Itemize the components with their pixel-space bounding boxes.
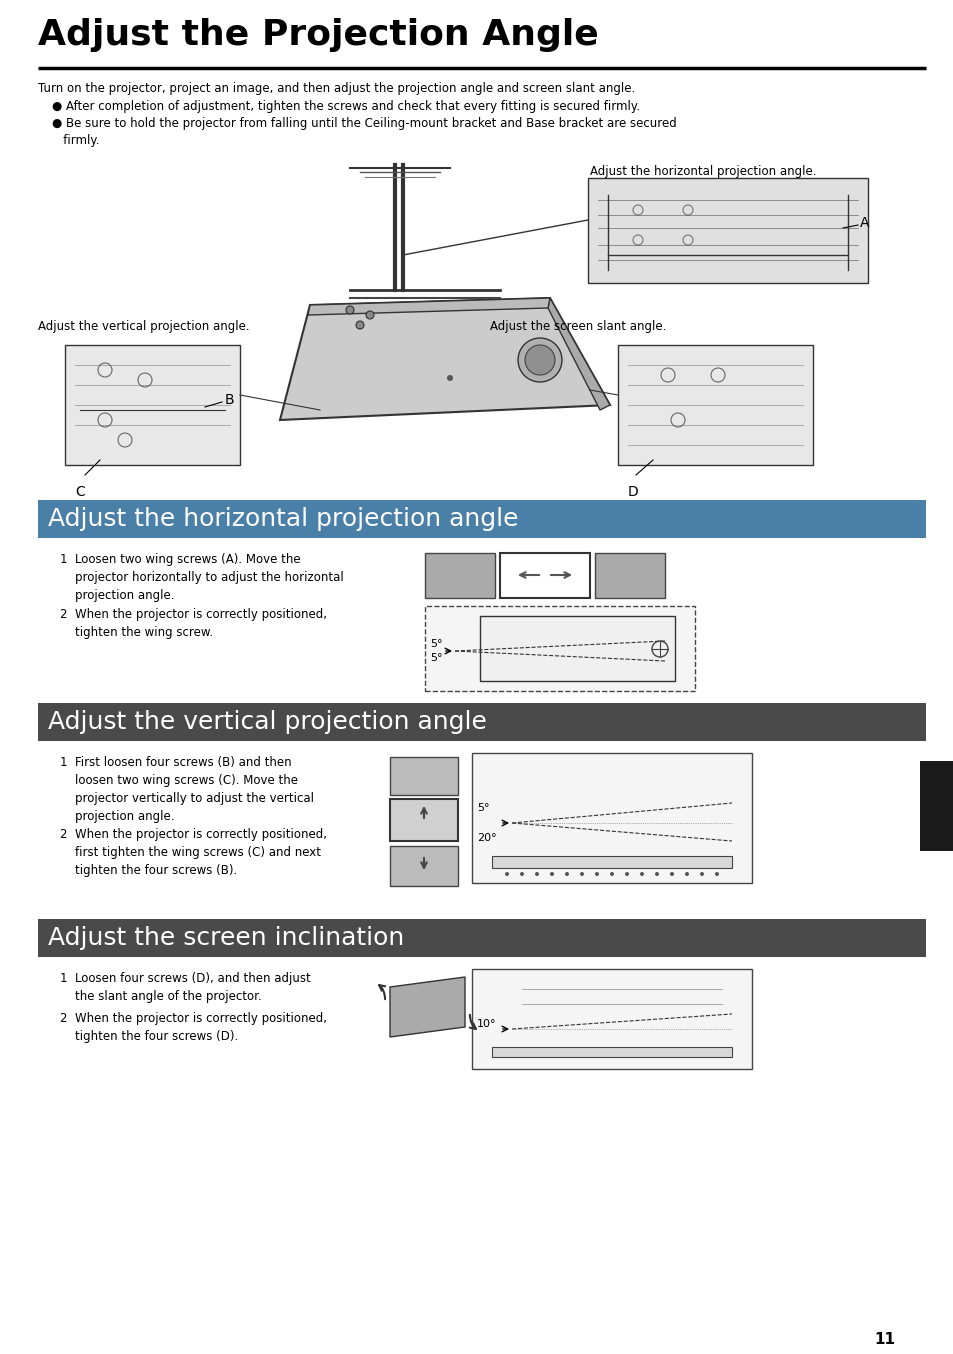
Text: 2  When the projector is correctly positioned,
    tighten the wing screw.: 2 When the projector is correctly positi…: [60, 608, 327, 639]
Text: Adjust the screen slant angle.: Adjust the screen slant angle.: [490, 320, 666, 333]
Bar: [38, 919, 925, 957]
Text: 2  When the projector is correctly positioned,
    first tighten the wing screws: 2 When the projector is correctly positi…: [60, 829, 327, 877]
Text: 11: 11: [873, 1332, 894, 1347]
Circle shape: [447, 375, 453, 380]
Bar: [424, 552, 495, 598]
Polygon shape: [390, 978, 464, 1037]
Bar: [919, 761, 953, 852]
Text: Adjust the horizontal projection angle: Adjust the horizontal projection angle: [48, 506, 518, 531]
Text: B: B: [225, 393, 234, 408]
Text: 5°: 5°: [430, 639, 442, 649]
Bar: [38, 703, 925, 741]
Bar: [479, 616, 675, 681]
Circle shape: [700, 872, 703, 876]
Bar: [499, 552, 589, 598]
Text: Adjust the Projection Angle: Adjust the Projection Angle: [38, 18, 598, 51]
Circle shape: [550, 872, 554, 876]
Text: Adjust the screen inclination: Adjust the screen inclination: [48, 926, 404, 951]
Polygon shape: [547, 298, 609, 410]
Bar: [472, 969, 751, 1070]
Text: ● Be sure to hold the projector from falling until the Ceiling-mount bracket and: ● Be sure to hold the projector from fal…: [52, 116, 676, 148]
Text: 2  When the projector is correctly positioned,
    tighten the four screws (D).: 2 When the projector is correctly positi…: [60, 1011, 327, 1043]
Circle shape: [517, 338, 561, 382]
Bar: [587, 177, 867, 283]
Circle shape: [355, 321, 364, 329]
Circle shape: [564, 872, 568, 876]
Bar: [390, 846, 457, 886]
Polygon shape: [280, 298, 609, 420]
Circle shape: [669, 872, 673, 876]
Polygon shape: [308, 298, 550, 315]
Circle shape: [346, 306, 354, 314]
Text: Turn on the projector, project an image, and then adjust the projection angle an: Turn on the projector, project an image,…: [38, 83, 635, 95]
Bar: [472, 753, 751, 883]
Bar: [492, 856, 731, 868]
Text: 1  Loosen two wing screws (A). Move the
    projector horizontally to adjust the: 1 Loosen two wing screws (A). Move the p…: [60, 552, 343, 603]
Text: C: C: [75, 485, 85, 500]
Text: Adjust the vertical projection angle.: Adjust the vertical projection angle.: [38, 320, 250, 333]
Bar: [595, 552, 664, 598]
Text: 20°: 20°: [476, 833, 497, 844]
Bar: [618, 345, 812, 464]
Circle shape: [624, 872, 628, 876]
Bar: [424, 607, 695, 691]
Circle shape: [524, 345, 555, 375]
Text: A: A: [859, 217, 868, 230]
Text: Adjust the vertical projection angle: Adjust the vertical projection angle: [48, 709, 486, 734]
Circle shape: [504, 872, 509, 876]
Circle shape: [579, 872, 583, 876]
Bar: [38, 500, 925, 538]
Bar: [492, 1047, 731, 1057]
Text: Adjust the horizontal projection angle.: Adjust the horizontal projection angle.: [589, 165, 816, 177]
Bar: [65, 345, 240, 464]
Text: ● After completion of adjustment, tighten the screws and check that every fittin: ● After completion of adjustment, tighte…: [52, 100, 639, 112]
Circle shape: [609, 872, 614, 876]
Circle shape: [684, 872, 688, 876]
Circle shape: [655, 872, 659, 876]
Text: 5°: 5°: [476, 803, 489, 812]
Text: 1  Loosen four screws (D), and then adjust
    the slant angle of the projector.: 1 Loosen four screws (D), and then adjus…: [60, 972, 311, 1003]
Circle shape: [639, 872, 643, 876]
Circle shape: [595, 872, 598, 876]
Circle shape: [519, 872, 523, 876]
Text: 5°: 5°: [430, 653, 442, 663]
Text: D: D: [627, 485, 639, 500]
Bar: [390, 757, 457, 795]
Circle shape: [535, 872, 538, 876]
Bar: [390, 799, 457, 841]
Circle shape: [366, 311, 374, 320]
Circle shape: [714, 872, 719, 876]
Text: 1  First loosen four screws (B) and then
    loosen two wing screws (C). Move th: 1 First loosen four screws (B) and then …: [60, 756, 314, 823]
Text: 10°: 10°: [476, 1020, 496, 1029]
